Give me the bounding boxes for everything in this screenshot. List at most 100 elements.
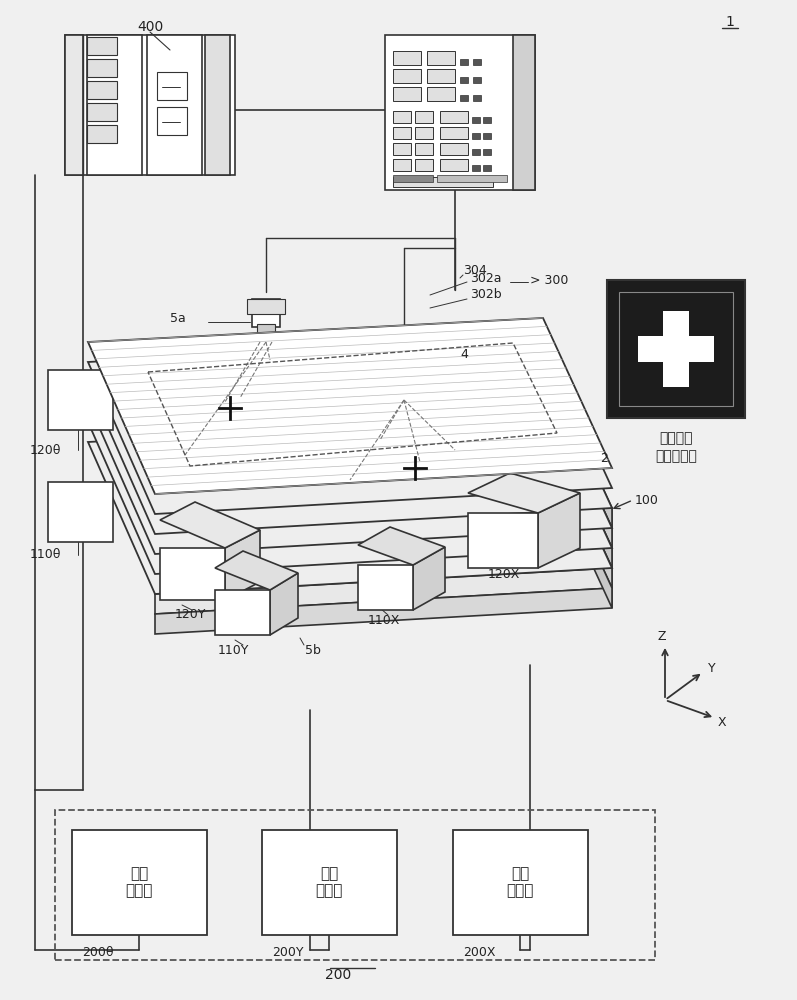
Bar <box>87 125 117 143</box>
Polygon shape <box>160 502 260 548</box>
Bar <box>483 117 491 123</box>
Text: 伺服
驱动器: 伺服 驱动器 <box>316 866 343 898</box>
Polygon shape <box>543 358 612 528</box>
Bar <box>427 87 455 101</box>
Text: 200: 200 <box>325 968 351 982</box>
Bar <box>205 35 230 175</box>
Bar <box>460 77 468 83</box>
Bar <box>393 143 411 155</box>
Bar <box>473 95 481 101</box>
Bar <box>157 107 187 135</box>
Text: 302b: 302b <box>470 288 501 302</box>
Bar <box>87 103 117 121</box>
Bar <box>393 51 421 65</box>
Bar <box>262 830 397 935</box>
Polygon shape <box>155 508 612 554</box>
Polygon shape <box>270 573 298 635</box>
Bar <box>472 149 480 155</box>
Bar <box>483 133 491 139</box>
Bar <box>440 127 468 139</box>
Text: 200Y: 200Y <box>272 946 304 960</box>
Polygon shape <box>88 318 612 494</box>
Polygon shape <box>468 473 580 513</box>
Text: 4: 4 <box>460 349 468 361</box>
Polygon shape <box>88 358 612 534</box>
Polygon shape <box>88 398 612 574</box>
Text: Y: Y <box>708 662 716 674</box>
Bar <box>393 378 415 400</box>
Text: 5a: 5a <box>170 312 186 324</box>
Polygon shape <box>155 588 612 634</box>
Bar <box>472 117 480 123</box>
Bar <box>437 175 507 182</box>
Bar <box>483 165 491 171</box>
Polygon shape <box>88 418 612 594</box>
Text: 定位标记: 定位标记 <box>659 431 693 445</box>
Polygon shape <box>538 493 580 568</box>
Bar <box>473 77 481 83</box>
Bar <box>87 59 117 77</box>
Bar <box>415 159 433 171</box>
Bar <box>48 370 113 430</box>
Text: 302a: 302a <box>470 271 501 284</box>
Text: （工件上）: （工件上） <box>655 449 697 463</box>
Bar <box>440 159 468 171</box>
Bar <box>473 59 481 65</box>
Polygon shape <box>88 378 612 554</box>
Bar <box>215 590 270 635</box>
Bar <box>472 133 480 139</box>
Bar <box>415 127 433 139</box>
Polygon shape <box>543 438 612 608</box>
Text: 304: 304 <box>463 263 487 276</box>
Bar <box>87 81 117 99</box>
Bar <box>393 111 411 123</box>
Bar <box>440 111 468 123</box>
Polygon shape <box>543 418 612 588</box>
Bar <box>65 35 235 175</box>
Text: 400: 400 <box>137 20 163 34</box>
Text: 120θ: 120θ <box>30 444 61 456</box>
Polygon shape <box>155 528 612 574</box>
Bar <box>393 175 433 182</box>
Text: 120X: 120X <box>488 568 520 582</box>
Bar <box>385 35 535 190</box>
Bar <box>607 280 745 418</box>
Text: 200θ: 200θ <box>82 946 113 960</box>
Text: 伺服
驱动器: 伺服 驱动器 <box>125 866 153 898</box>
Bar <box>427 51 455 65</box>
Bar <box>72 830 207 935</box>
Polygon shape <box>88 338 612 514</box>
Polygon shape <box>358 527 445 565</box>
Bar <box>252 299 280 327</box>
Bar <box>48 482 113 542</box>
Text: 5b: 5b <box>305 644 321 656</box>
Bar <box>397 396 411 412</box>
Bar <box>65 35 83 175</box>
Polygon shape <box>155 568 612 614</box>
Text: 200X: 200X <box>463 946 496 960</box>
Bar <box>393 127 411 139</box>
Text: X: X <box>718 716 727 728</box>
Bar <box>393 87 421 101</box>
Bar <box>453 830 588 935</box>
Bar <box>472 165 480 171</box>
Text: 110Y: 110Y <box>218 644 249 656</box>
Bar <box>427 69 455 83</box>
Bar <box>415 111 433 123</box>
Bar <box>513 35 535 190</box>
Text: 110X: 110X <box>368 613 400 626</box>
Text: Z: Z <box>658 631 666 644</box>
Bar <box>247 299 285 314</box>
Bar <box>393 177 493 187</box>
Bar <box>415 143 433 155</box>
Bar <box>440 143 468 155</box>
Polygon shape <box>225 530 260 600</box>
Bar <box>160 548 225 600</box>
Bar <box>358 565 413 610</box>
Bar <box>663 311 689 387</box>
Polygon shape <box>413 547 445 610</box>
Polygon shape <box>543 398 612 568</box>
Polygon shape <box>543 378 612 548</box>
Text: > 300: > 300 <box>530 273 568 286</box>
Text: 2: 2 <box>600 452 608 464</box>
